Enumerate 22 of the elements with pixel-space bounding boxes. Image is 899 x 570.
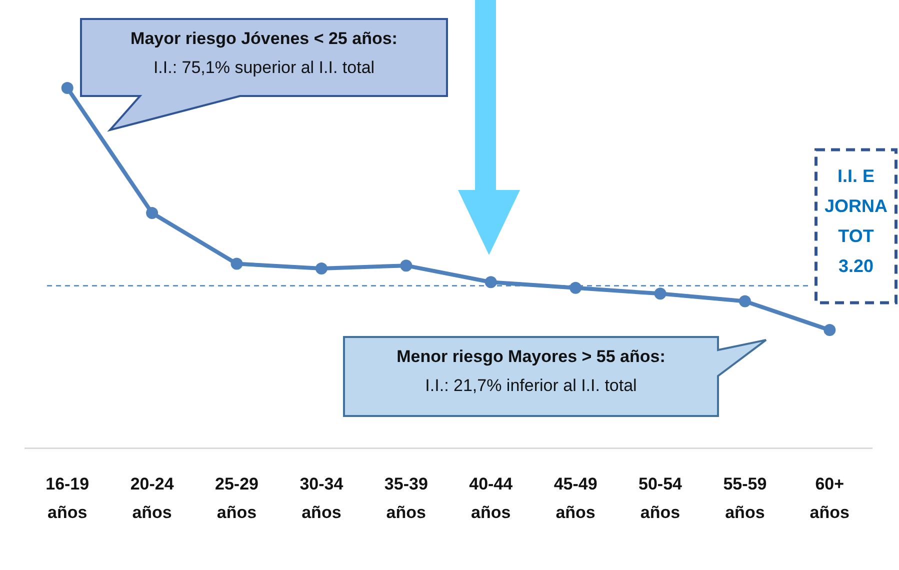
- x-tick-label: 16-19 años: [46, 474, 90, 522]
- point: [315, 262, 328, 274]
- x-tick-label: 25-29 años: [215, 474, 258, 522]
- point: [824, 324, 836, 336]
- x-tick-label: 20-24 años: [130, 474, 174, 522]
- x-tick-label: 50-54 años: [638, 474, 683, 522]
- annotation: Menor riesgo Mayores > 55 años: I.I.: 21,7% inferior al I.I. total: [396, 346, 666, 397]
- point: [570, 282, 582, 294]
- text: Mayor riesgo Jóvenes < 25 años: I.I.: 75,1% superior al I.I. total: [130, 28, 398, 79]
- point: [738, 295, 751, 308]
- x-tick-label: 45-49 años: [554, 474, 598, 522]
- x-tick-label: 30-34 años: [300, 474, 344, 522]
- point: [61, 82, 74, 94]
- point: [400, 260, 412, 272]
- x-tick-label: 60+ años: [810, 474, 850, 522]
- x-tick-label: 40-44 años: [469, 474, 514, 522]
- x-tick-label: 55-59 años: [723, 474, 767, 522]
- point: [484, 276, 497, 288]
- x-tick-label: 35-39 años: [384, 474, 428, 522]
- point: [146, 206, 158, 219]
- point: [230, 258, 243, 270]
- point: [654, 288, 666, 300]
